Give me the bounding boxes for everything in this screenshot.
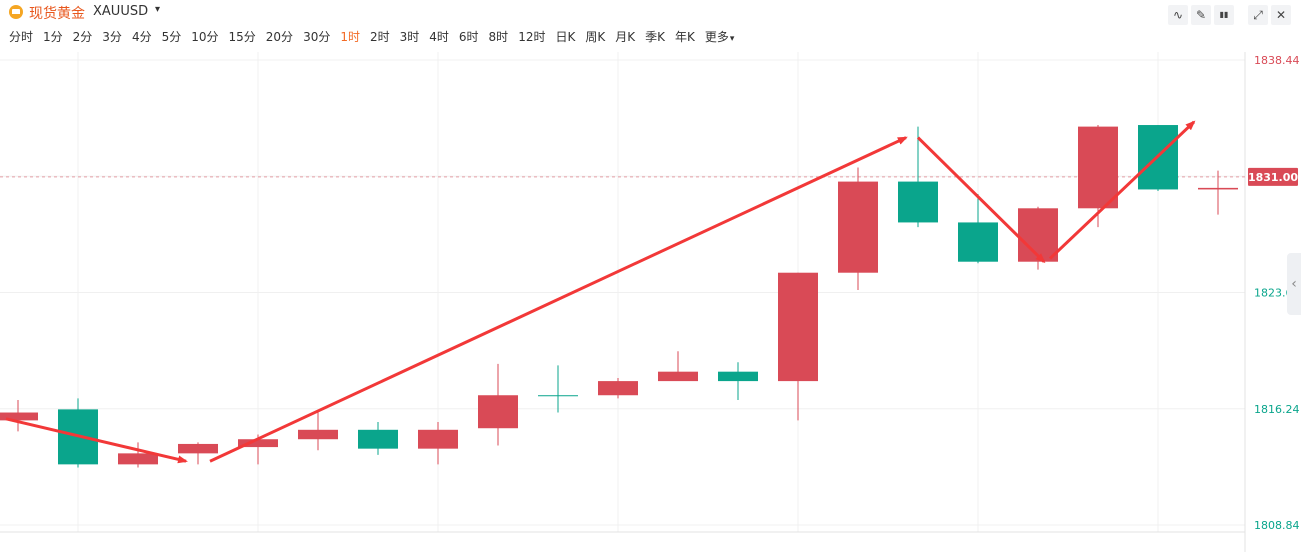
period-19[interactable]: 月K: [615, 30, 636, 44]
candle-body: [958, 222, 998, 262]
candle-body: [778, 272, 818, 382]
period-16[interactable]: 12时: [518, 30, 546, 44]
candle-body: [478, 395, 518, 429]
period-18[interactable]: 周K: [585, 30, 606, 44]
candle-body: [178, 443, 218, 454]
period-17[interactable]: 日K: [555, 30, 576, 44]
period-13[interactable]: 4时: [429, 30, 449, 44]
candle-body: [538, 395, 578, 397]
candle-body: [358, 429, 398, 449]
candle-body: [658, 371, 698, 382]
period-7[interactable]: 15分: [228, 30, 256, 44]
period-4[interactable]: 4分: [131, 30, 152, 44]
candle-body: [838, 181, 878, 273]
period-6[interactable]: 10分: [191, 30, 219, 44]
period-0[interactable]: 分时: [9, 30, 34, 44]
candle-body: [598, 381, 638, 396]
trend-arrow: [5, 417, 188, 464]
title-bar: 现货黄金 XAUUSD ▾ ∿ ✎ ▮▮ ⤢ ✕: [0, 0, 1301, 26]
candle-type-icon[interactable]: ▮▮: [1214, 5, 1234, 25]
trend-arrow: [209, 136, 908, 463]
period-14[interactable]: 6时: [458, 30, 479, 44]
candle-body: [298, 429, 338, 440]
period-9[interactable]: 30分: [303, 30, 331, 44]
candle-body: [0, 412, 38, 421]
trend-arrow: [1048, 120, 1196, 260]
period-12[interactable]: 3时: [399, 30, 420, 44]
y-tick-label: 1808.84: [1254, 519, 1300, 532]
period-10[interactable]: 1时: [340, 30, 360, 44]
symbol-code[interactable]: XAUUSD: [93, 4, 149, 19]
symbol-name[interactable]: 现货黄金: [29, 6, 85, 22]
period-11[interactable]: 2时: [369, 30, 390, 44]
indicator-icon[interactable]: ∿: [1168, 5, 1188, 25]
period-selector: 分时 1分 2分 3分 4分 5分 10分 15分 20分 30分 1时 2时 3时 4时 6时 8时 12时日…: [9, 28, 744, 46]
period-8[interactable]: 20分: [265, 30, 294, 44]
period-22[interactable]: 更多: [705, 28, 735, 46]
candle-body: [898, 181, 938, 223]
candle-body: [1198, 187, 1238, 190]
gold-bar-icon: [9, 5, 23, 19]
current-price-tag: [1248, 167, 1298, 186]
fullscreen-icon[interactable]: ⤢: [1248, 5, 1268, 25]
chevron-left-icon[interactable]: ‹: [1287, 253, 1301, 315]
draw-tool-icon[interactable]: ✎: [1191, 5, 1211, 25]
candle-body: [238, 439, 278, 448]
y-tick-label: 1816.24: [1254, 403, 1300, 416]
candle-body: [418, 429, 458, 449]
period-5[interactable]: 5分: [161, 30, 182, 44]
trend-arrow: [916, 136, 1046, 264]
candle-body: [118, 453, 158, 465]
candle-body: [1018, 208, 1058, 262]
period-20[interactable]: 季K: [645, 30, 665, 44]
current-price-label: 1831.00: [1248, 171, 1298, 184]
period-1[interactable]: 1分: [43, 30, 63, 44]
period-21[interactable]: 年K: [674, 30, 695, 44]
candle-body: [718, 371, 758, 382]
kline-chart[interactable]: 1838.44 1823.64 1816.24 1808.84 1831.00 ‹: [0, 52, 1301, 552]
chart-toolbar: ∿ ✎ ▮▮ ⤢ ✕: [1168, 5, 1291, 25]
period-2[interactable]: 2分: [72, 30, 93, 44]
candle-body: [1078, 126, 1118, 209]
y-tick-label: 1838.44: [1254, 54, 1300, 67]
chevron-down-icon[interactable]: ▾: [155, 4, 161, 15]
period-15[interactable]: 8时: [488, 30, 509, 44]
period-3[interactable]: 3分: [102, 30, 122, 44]
close-icon[interactable]: ✕: [1271, 5, 1291, 25]
